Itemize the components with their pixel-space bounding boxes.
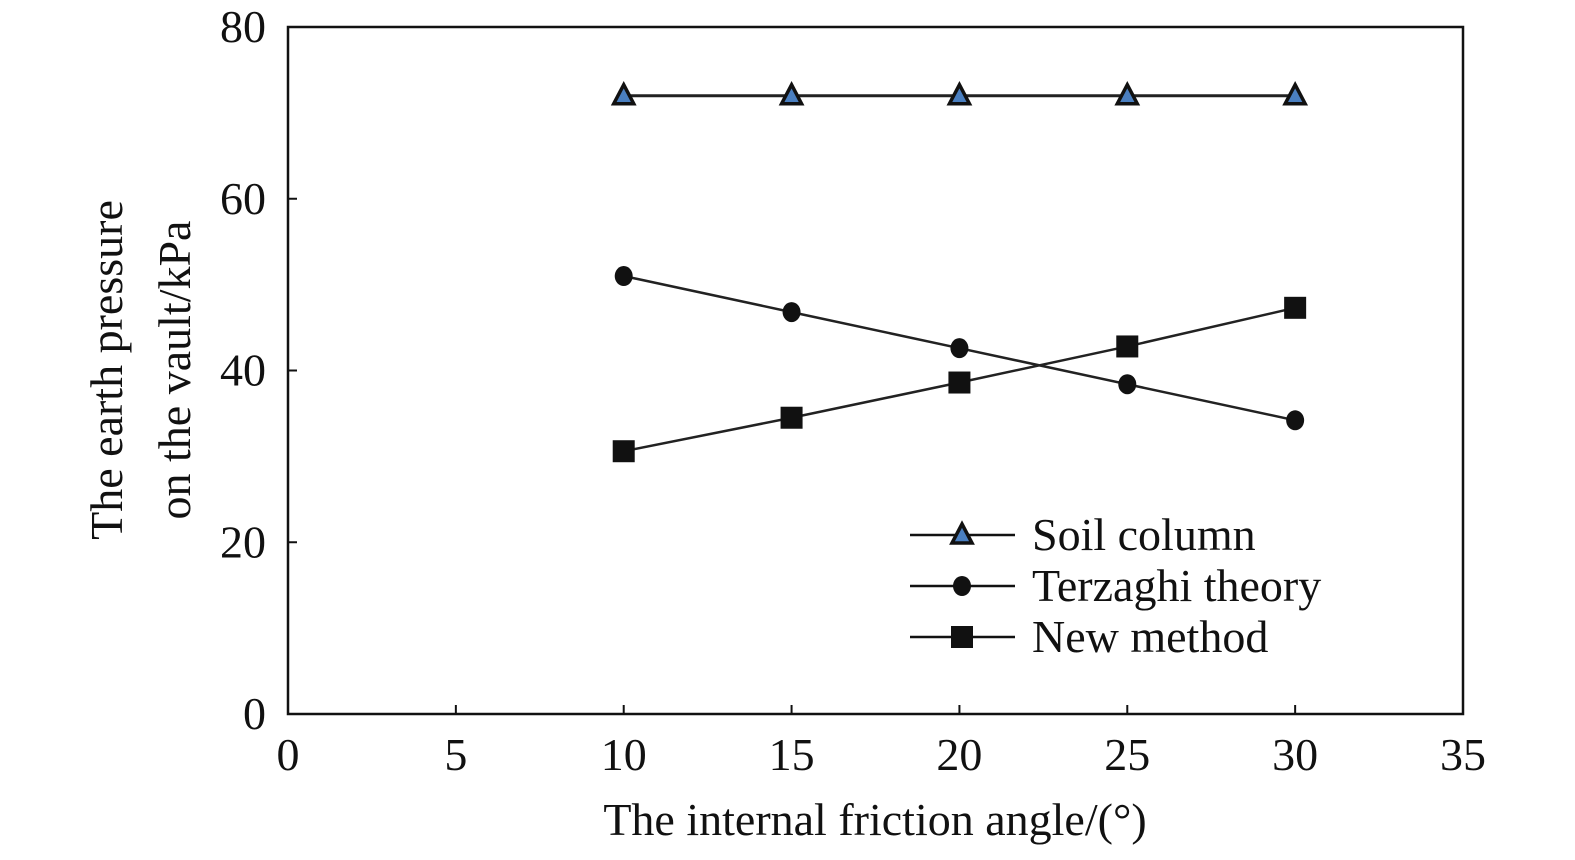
data-point-triangle bbox=[1114, 80, 1141, 106]
y-tick-label: 20 bbox=[220, 516, 266, 567]
legend-marker-square bbox=[951, 626, 973, 648]
data-point-triangle bbox=[1282, 80, 1309, 106]
data-point-square bbox=[612, 440, 635, 463]
data-point-circle bbox=[782, 302, 801, 323]
legend-item: Terzaghi theory bbox=[910, 560, 1321, 611]
series-soil-column bbox=[610, 80, 1309, 106]
y-axis-label-line2: on the vault/kPa bbox=[149, 221, 200, 520]
data-point-circle bbox=[1118, 374, 1137, 395]
data-point-circle bbox=[950, 338, 969, 359]
data-point-square bbox=[1284, 296, 1307, 319]
x-tick-label: 30 bbox=[1272, 729, 1318, 780]
legend-label: Soil column bbox=[1032, 509, 1256, 560]
data-point-square bbox=[1116, 335, 1139, 358]
legend-item: Soil column bbox=[910, 509, 1256, 560]
data-point-triangle bbox=[610, 80, 637, 106]
data-point-circle bbox=[614, 266, 633, 287]
legend-label: Terzaghi theory bbox=[1032, 560, 1321, 611]
data-point-circle bbox=[1286, 410, 1305, 431]
data-point-triangle bbox=[778, 80, 805, 106]
x-tick-label: 0 bbox=[277, 729, 300, 780]
x-tick-label: 25 bbox=[1104, 729, 1150, 780]
x-tick-label: 20 bbox=[936, 729, 982, 780]
y-tick-label: 40 bbox=[220, 345, 266, 396]
x-tick-label: 5 bbox=[444, 729, 467, 780]
data-point-square bbox=[948, 371, 971, 394]
series-terzaghi-theory bbox=[614, 266, 1305, 431]
legend-marker-triangle bbox=[949, 520, 975, 545]
legend-item: New method bbox=[910, 611, 1268, 662]
legend-marker-circle bbox=[953, 576, 971, 596]
x-tick-label: 15 bbox=[769, 729, 815, 780]
x-tick-label: 35 bbox=[1440, 729, 1486, 780]
data-point-triangle bbox=[946, 80, 973, 106]
y-tick-label: 60 bbox=[220, 173, 266, 224]
y-tick-label: 0 bbox=[243, 688, 266, 739]
y-tick-label: 80 bbox=[220, 1, 266, 52]
data-point-square bbox=[780, 406, 803, 429]
legend-label: New method bbox=[1032, 611, 1268, 662]
x-axis-label: The internal friction angle/(°) bbox=[603, 794, 1146, 845]
y-axis-label-line1: The earth pressure bbox=[81, 200, 132, 540]
series-new-method bbox=[612, 296, 1307, 463]
x-tick-label: 10 bbox=[601, 729, 647, 780]
